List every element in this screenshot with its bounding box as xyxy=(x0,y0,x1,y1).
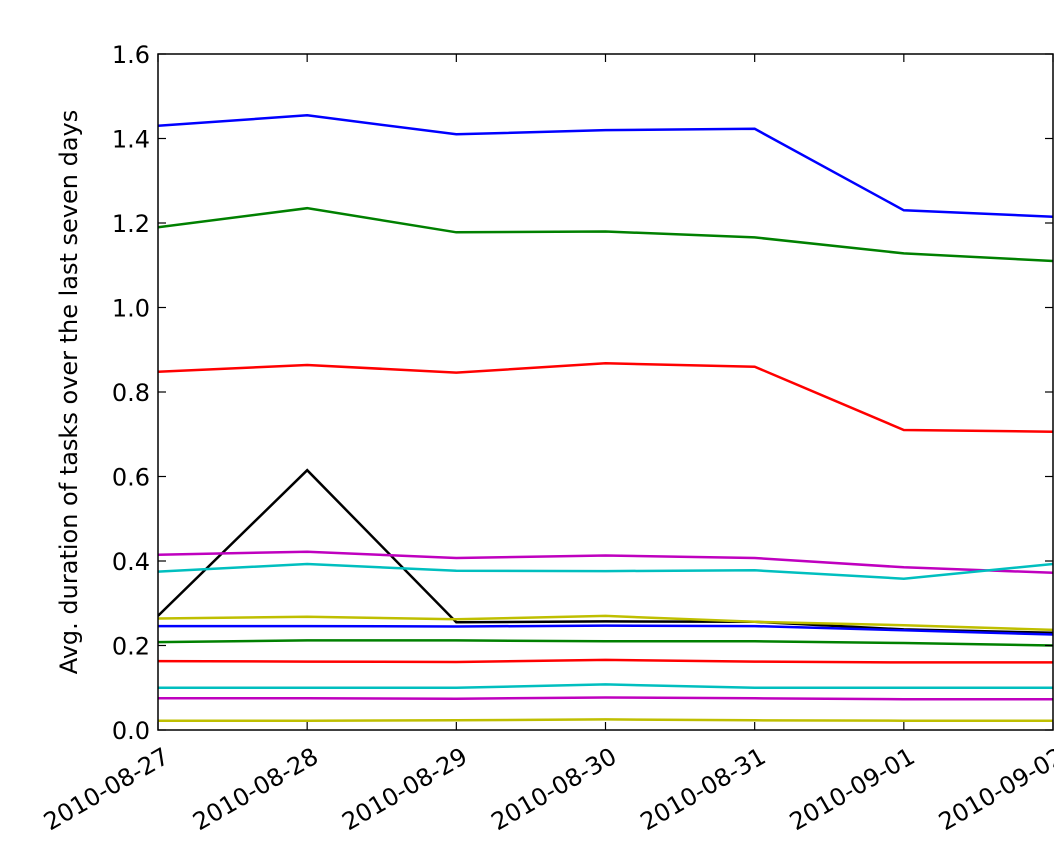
x-tick-label: 2010-08-31 xyxy=(636,742,771,836)
y-tick-label: 1.2 xyxy=(112,210,150,238)
series-line-4 xyxy=(158,550,1053,575)
y-tick-label: 0.2 xyxy=(112,633,150,661)
x-tick-label: 2010-08-27 xyxy=(39,742,174,836)
y-tick-label: 1.0 xyxy=(112,295,150,323)
y-tick-label: 0.8 xyxy=(112,379,150,407)
series-line-1 xyxy=(158,206,1053,263)
series-line-10 xyxy=(158,683,1053,690)
y-tick-label: 0.4 xyxy=(112,548,150,576)
series-line-2 xyxy=(158,362,1053,433)
y-axis-label: Avg. duration of tasks over the last sev… xyxy=(55,110,83,675)
series-line-5 xyxy=(158,562,1053,580)
series-line-8 xyxy=(158,639,1053,647)
series-line-6 xyxy=(158,614,1053,632)
x-tick-labels: 2010-08-27 2010-08-28 2010-08-29 2010-08-30… xyxy=(39,742,1054,836)
x-tick-label: 2010-08-30 xyxy=(486,742,621,836)
y-tick-label: 1.4 xyxy=(112,126,150,154)
y-tick-label: 0.6 xyxy=(112,464,150,492)
series-line-12 xyxy=(158,718,1053,722)
y-tick-labels: 0.0 0.2 0.4 0.6 0.8 1.0 1.2 1.4 1.6 xyxy=(112,41,150,745)
series-line-11 xyxy=(158,696,1053,701)
y-tick-label: 1.6 xyxy=(112,41,150,69)
series-line-7 xyxy=(158,624,1053,636)
x-tick-label: 2010-08-28 xyxy=(188,742,323,836)
y-tick-label: 0.0 xyxy=(112,717,150,745)
x-tick-label: 2010-08-29 xyxy=(337,742,472,836)
x-tick-label: 2010-09-02 xyxy=(934,742,1054,836)
series-line-9 xyxy=(158,658,1053,664)
series-layer xyxy=(158,114,1053,722)
ticks-layer xyxy=(157,53,1054,731)
x-tick-label: 2010-09-01 xyxy=(785,742,920,836)
series-line-0 xyxy=(158,114,1053,218)
